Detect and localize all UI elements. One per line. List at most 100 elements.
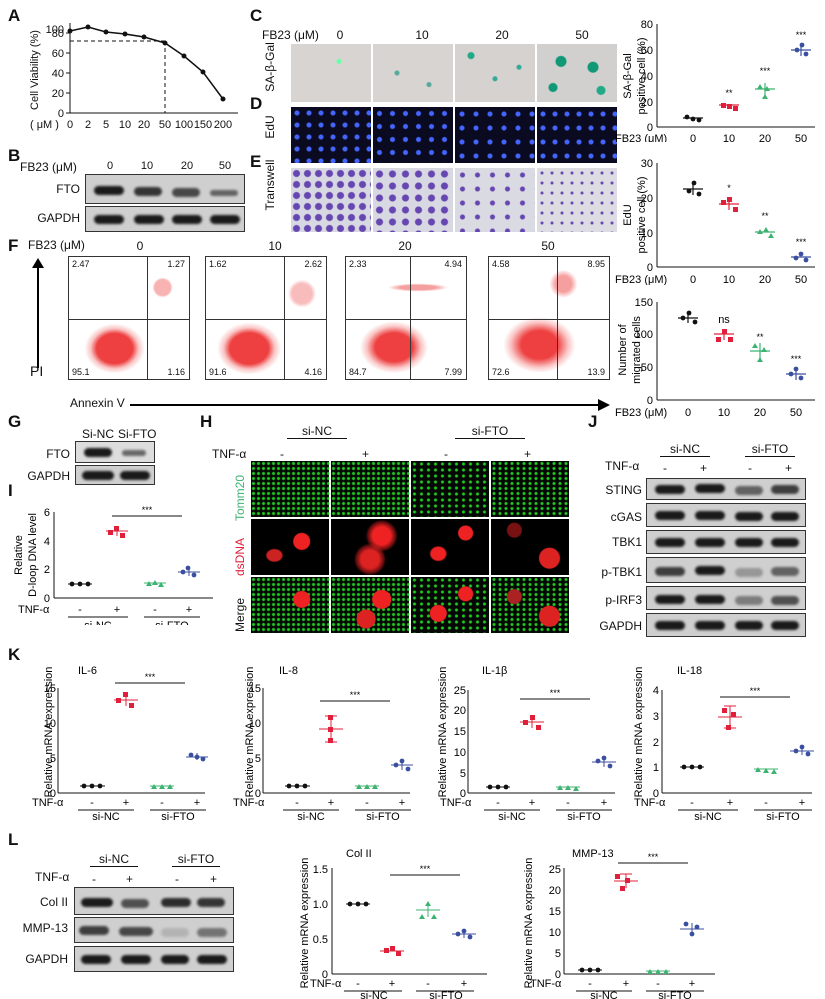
svg-text:*: *: [727, 183, 731, 193]
svg-text:10: 10: [249, 718, 261, 730]
g-col-sifto: Si-FTO: [118, 427, 157, 441]
svg-text:20: 20: [454, 705, 466, 717]
svg-text:-: -: [426, 978, 430, 990]
q-ll: 95.1: [72, 367, 90, 377]
h-tomm20-4: [490, 460, 570, 518]
panel-label-k: K: [8, 645, 21, 664]
c-image-10: [372, 43, 454, 103]
j-group-sinc: si-NC: [660, 442, 710, 457]
svg-text:-: -: [295, 797, 299, 809]
f-dose-0: 0: [136, 239, 144, 253]
svg-text:**: **: [756, 332, 764, 342]
q-lr: 4.16: [304, 367, 322, 377]
svg-text:40: 40: [52, 68, 64, 80]
svg-text:**: **: [725, 88, 733, 98]
h-row-merge: Merge: [233, 598, 247, 633]
q-ur: 2.62: [304, 259, 322, 269]
svg-text:10: 10: [718, 407, 730, 419]
j-tnf-label: TNF-α: [605, 459, 640, 473]
q-ur: 4.94: [444, 259, 462, 269]
svg-text:10: 10: [723, 133, 735, 142]
q-ll: 72.6: [492, 367, 510, 377]
svg-text:0: 0: [460, 788, 466, 800]
c-image-0: [290, 43, 372, 103]
g-col-sinc: Si-NC: [82, 427, 114, 441]
b-dose-50: 50: [218, 160, 232, 172]
h-merge-1: [250, 576, 330, 634]
j-row-tbk1: TBK1: [611, 535, 642, 549]
svg-text:+: +: [399, 797, 405, 809]
svg-text:si-FTO: si-FTO: [766, 811, 800, 820]
svg-text:+: +: [123, 797, 129, 809]
svg-text:TNF-α: TNF-α: [233, 797, 265, 809]
svg-text:+: +: [799, 797, 805, 809]
svg-text:60: 60: [52, 48, 64, 60]
panel-label-l: L: [8, 830, 19, 849]
l-tnf-label: TNF-α: [35, 870, 70, 884]
svg-text:15: 15: [44, 683, 56, 695]
f-x-axis-label: Annexin V: [70, 396, 125, 410]
flow-plot-0: 2.47 1.27 95.1 1.16: [68, 256, 190, 380]
svg-text:si-NC: si-NC: [694, 811, 722, 820]
svg-text:10: 10: [549, 927, 561, 939]
chart-i-dloop: 0 2 4 6 Relative D-loop DNA level *** TNF-α…: [13, 505, 213, 625]
svg-text:( μM ): ( μM ): [30, 119, 59, 131]
svg-text:Relative mRNA expression: Relative mRNA expression: [437, 667, 449, 798]
svg-text:si-FTO: si-FTO: [429, 990, 463, 999]
svg-text:si-FTO: si-FTO: [155, 620, 189, 625]
chart-l-col2: Col II Relative mRNA expression 0 0.5 1.0 1…: [299, 848, 487, 999]
d-image-0: [290, 106, 372, 164]
svg-text:***: ***: [750, 686, 761, 696]
svg-text:Relative mRNA expression: Relative mRNA expression: [43, 667, 55, 798]
flow-plot-10: 1.62 2.62 91.6 4.16: [205, 256, 327, 380]
b-blot-fto: [85, 174, 245, 204]
chart-l-mmp13: MMP-13 Relative mRNA expression 0 5 10 15 20…: [523, 848, 715, 999]
svg-text:**: **: [761, 211, 769, 221]
svg-text:Relative: Relative: [13, 535, 25, 575]
svg-text:0: 0: [50, 788, 56, 800]
l-sign-3: +: [210, 872, 218, 886]
svg-text:0: 0: [647, 122, 653, 134]
svg-text:0: 0: [58, 108, 64, 120]
j-row-cgas: cGAS: [610, 510, 642, 524]
svg-text:si-NC: si-NC: [590, 990, 618, 999]
svg-text:20: 20: [754, 407, 766, 419]
l-group-sifto: si-FTO: [172, 852, 220, 867]
svg-text:2: 2: [44, 564, 50, 576]
svg-text:positive cell (%): positive cell (%): [636, 37, 648, 114]
h-group-sinc: si-NC: [287, 424, 347, 439]
svg-text:10: 10: [723, 274, 735, 285]
c-image-50: [536, 43, 618, 103]
j-sign-0: -: [663, 461, 667, 475]
svg-text:Relative mRNA expression: Relative mRNA expression: [523, 858, 535, 989]
h-dsdna-4: [490, 518, 570, 576]
c-dose-header: FB23 (μM): [262, 28, 319, 42]
panel-label-j: J: [588, 412, 598, 431]
d-image-10: [372, 106, 454, 164]
svg-text:-: -: [566, 797, 570, 809]
l-blot-gapdh: [74, 946, 234, 972]
q-lr: 13.9: [587, 367, 605, 377]
svg-text:+: +: [328, 797, 334, 809]
d-image-20: [454, 106, 536, 164]
svg-text:150: 150: [635, 297, 653, 309]
svg-text:MMP-13: MMP-13: [572, 848, 614, 860]
q-ll: 91.6: [209, 367, 227, 377]
svg-text:0: 0: [647, 262, 653, 274]
svg-text:15: 15: [249, 683, 261, 695]
svg-text:***: ***: [550, 688, 561, 698]
c-dose-50: 50: [575, 28, 589, 42]
svg-text:***: ***: [648, 852, 659, 862]
svg-text:3: 3: [653, 711, 659, 723]
svg-text:1.0: 1.0: [313, 899, 328, 911]
svg-text:100: 100: [46, 24, 64, 36]
svg-text:D-loop DNA level: D-loop DNA level: [27, 513, 39, 597]
l-row-mmp13: MMP-13: [22, 921, 68, 935]
svg-text:si-FTO: si-FTO: [366, 811, 400, 820]
svg-text:2: 2: [653, 737, 659, 749]
svg-text:IL-6: IL-6: [78, 665, 97, 677]
h-merge-3: [410, 576, 490, 634]
l-blot-mmp13: [74, 917, 234, 943]
svg-text:si-NC: si-NC: [498, 811, 526, 820]
